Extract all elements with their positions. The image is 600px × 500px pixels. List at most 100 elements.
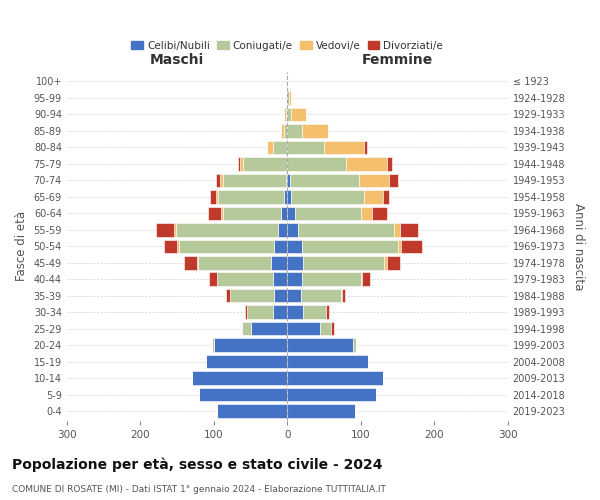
Bar [239,157,243,170]
Bar [212,338,214,352]
Bar [199,388,287,402]
Bar [364,140,367,154]
Bar [302,124,328,138]
Bar [386,157,392,170]
Bar [302,240,398,253]
Bar [287,338,353,352]
Bar [289,91,291,104]
Bar [362,272,370,286]
Bar [197,256,271,270]
Bar [206,355,287,368]
Bar [287,240,302,253]
Bar [284,108,286,121]
Bar [284,124,287,138]
Text: Femmine: Femmine [362,54,433,68]
Bar [346,157,386,170]
Bar [331,322,334,336]
Text: Maschi: Maschi [150,54,204,68]
Bar [324,140,364,154]
Bar [341,289,346,302]
Bar [287,140,324,154]
Bar [274,289,287,302]
Bar [156,223,174,236]
Bar [386,256,400,270]
Bar [394,223,400,236]
Bar [274,240,287,253]
Bar [284,190,287,203]
Bar [209,272,217,286]
Bar [281,206,287,220]
Bar [401,240,422,253]
Bar [287,306,304,319]
Bar [242,322,251,336]
Bar [287,355,368,368]
Bar [385,256,386,270]
Bar [287,372,383,385]
Bar [301,289,341,302]
Bar [400,223,418,236]
Bar [272,306,287,319]
Bar [286,108,287,121]
Text: COMUNE DI ROSATE (MI) - Dati ISTAT 1° gennaio 2024 - Elaborazione TUTTITALIA.IT: COMUNE DI ROSATE (MI) - Dati ISTAT 1° ge… [12,485,386,494]
Bar [291,190,364,203]
Bar [361,206,372,220]
Bar [281,124,284,138]
Bar [238,157,239,170]
Bar [218,190,284,203]
Bar [304,306,326,319]
Bar [223,206,281,220]
Bar [230,289,274,302]
Bar [220,174,223,187]
Bar [217,404,287,418]
Bar [268,140,272,154]
Bar [326,306,329,319]
Bar [216,190,218,203]
Bar [364,190,383,203]
Bar [353,338,356,352]
Bar [383,190,389,203]
Bar [226,289,230,302]
Bar [287,108,291,121]
Bar [278,223,287,236]
Bar [298,223,394,236]
Bar [286,174,287,187]
Bar [243,157,287,170]
Bar [251,322,287,336]
Bar [287,256,304,270]
Bar [359,174,389,187]
Bar [287,91,289,104]
Bar [179,240,274,253]
Bar [295,206,361,220]
Bar [287,124,302,138]
Bar [287,157,346,170]
Bar [208,206,221,220]
Bar [287,388,376,402]
Bar [271,256,287,270]
Bar [217,272,272,286]
Bar [290,174,359,187]
Bar [287,289,301,302]
Bar [287,206,295,220]
Y-axis label: Anni di nascita: Anni di nascita [572,202,585,290]
Y-axis label: Fasce di età: Fasce di età [15,211,28,282]
Bar [287,322,320,336]
Text: Popolazione per età, sesso e stato civile - 2024: Popolazione per età, sesso e stato civil… [12,458,383,472]
Bar [272,272,287,286]
Legend: Celibi/Nubili, Coniugati/e, Vedovi/e, Divorziati/e: Celibi/Nubili, Coniugati/e, Vedovi/e, Di… [127,36,448,55]
Bar [304,256,385,270]
Bar [287,190,291,203]
Bar [214,338,287,352]
Bar [287,174,290,187]
Bar [287,272,302,286]
Bar [210,190,216,203]
Bar [221,206,223,220]
Bar [177,240,179,253]
Bar [302,272,361,286]
Bar [223,174,286,187]
Bar [164,240,177,253]
Bar [389,174,398,187]
Bar [272,140,287,154]
Bar [320,322,331,336]
Bar [184,256,197,270]
Bar [216,174,220,187]
